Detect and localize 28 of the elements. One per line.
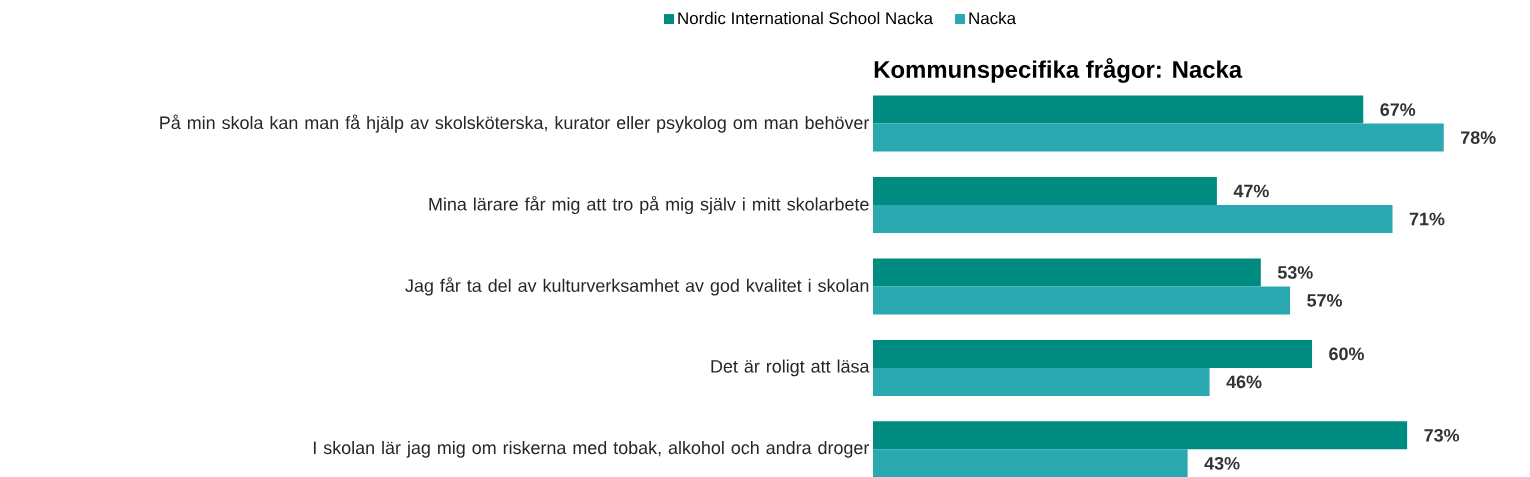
bar (873, 177, 1217, 206)
bar (873, 258, 1261, 287)
y-tick-label: I skolan lär jag mig om riskerna med tobak, alkohol och andra droger (313, 440, 870, 458)
y-tick-label: På min skola kan man få hjälp av skolsköterska, kurator eller psykolog om man behöver (160, 114, 870, 133)
y-tick-label: Mina lärare får mig att tro på mig själv i mitt skolarbete (429, 195, 869, 215)
y-tick-label: Det är roligt att läsa (711, 359, 870, 377)
data-label: 53% (1277, 266, 1313, 279)
data-label: 43% (1204, 456, 1240, 470)
data-label: 46% (1226, 375, 1262, 389)
data-label: 60% (1329, 347, 1364, 361)
data-label: 73% (1424, 428, 1460, 442)
bar (873, 449, 1188, 477)
data-label: 47% (1233, 184, 1269, 198)
legend-label: Nacka (969, 11, 1017, 25)
bar (873, 205, 1393, 234)
bar (873, 339, 1313, 368)
data-label: 67% (1380, 103, 1416, 116)
bar (873, 95, 1364, 124)
y-tick-label: Jag får ta del av kulturverksamhet av god kvalitet i skolan (405, 277, 869, 296)
bar (873, 123, 1444, 152)
bar (873, 421, 1408, 450)
legend-label: Nordic International School Nacka (678, 11, 933, 25)
data-label: 78% (1461, 131, 1496, 144)
data-label: 71% (1409, 212, 1445, 226)
bar (873, 286, 1291, 315)
chart-title: Kommunspecifika frågor: Nacka (874, 58, 1243, 83)
data-label: 57% (1307, 294, 1343, 307)
bar (873, 367, 1210, 396)
